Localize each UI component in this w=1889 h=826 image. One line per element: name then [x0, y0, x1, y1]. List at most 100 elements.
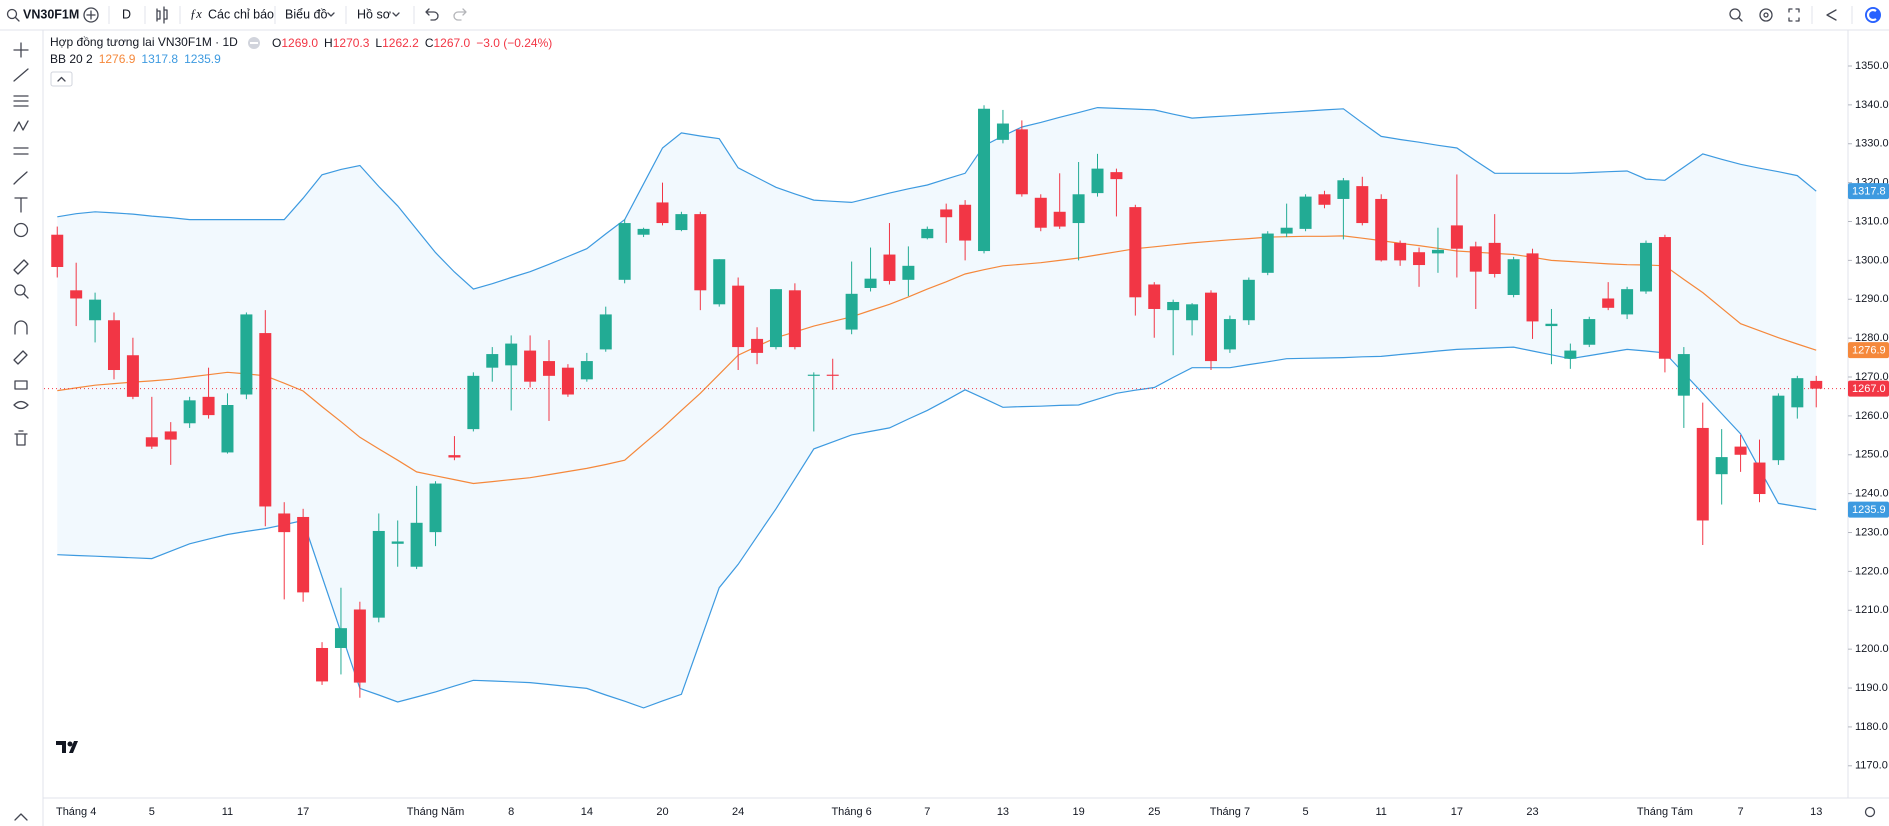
candle-body	[1223, 319, 1236, 350]
fib-tool[interactable]	[13, 95, 29, 107]
candle	[89, 292, 102, 343]
candle	[467, 372, 480, 432]
collapse-tool[interactable]	[14, 813, 28, 821]
ohlc-value: 1267.0	[433, 36, 470, 50]
settings-button[interactable]	[1759, 8, 1773, 22]
search-quote-button[interactable]	[1729, 8, 1741, 20]
candle	[278, 502, 291, 600]
candle-body	[978, 108, 991, 252]
x-tick-label: 14	[581, 806, 593, 818]
candle-body	[580, 361, 593, 380]
candle	[429, 481, 442, 547]
axis-settings[interactable]	[1864, 806, 1876, 818]
candle-body	[1621, 289, 1634, 315]
candle-body	[1015, 129, 1028, 195]
emoji-tool[interactable]	[13, 222, 29, 238]
candle	[769, 289, 782, 350]
zoom-tool[interactable]	[14, 284, 26, 296]
y-tick-label: 1250.0	[1855, 449, 1889, 461]
x-tick-label: 11	[1376, 806, 1387, 818]
candle	[202, 367, 215, 419]
candle-body	[1640, 242, 1653, 292]
x-tick-label: 11	[222, 806, 233, 818]
y-tick-label: 1210.0	[1855, 604, 1889, 616]
candle-body	[1186, 304, 1199, 321]
candle-body	[1810, 380, 1823, 389]
profile-button[interactable]: Hồ sơ	[357, 7, 391, 21]
visibility-tool[interactable]	[13, 400, 29, 410]
indicator-name: BB 20 2	[50, 52, 93, 66]
candle	[751, 327, 764, 365]
compare-button[interactable]	[83, 7, 99, 23]
candle	[240, 312, 253, 400]
y-tick-label: 1230.0	[1855, 526, 1889, 538]
tv-logo-mark	[69, 741, 78, 753]
candle	[996, 109, 1009, 144]
share-button[interactable]	[1826, 9, 1837, 21]
compare-icon	[86, 10, 96, 20]
brush-tool[interactable]	[13, 171, 28, 185]
candle	[448, 436, 461, 461]
ohlc-value: 1269.0	[281, 36, 318, 50]
chart-type-button[interactable]: Biểu đồ	[285, 7, 327, 21]
candle	[297, 508, 310, 602]
trend-line-tool[interactable]	[13, 68, 29, 82]
ruler-tool[interactable]	[13, 259, 29, 275]
candle-body	[524, 350, 537, 382]
candle	[864, 247, 877, 292]
y-tick-label: 1170.0	[1855, 760, 1888, 772]
redo-button[interactable]	[453, 8, 467, 21]
candle-body	[959, 204, 972, 241]
legend-collapse-button[interactable]	[50, 71, 73, 87]
tv-logo-mark	[56, 741, 66, 753]
delete-tool[interactable]	[14, 430, 28, 446]
price-badge	[1848, 342, 1889, 359]
candle-body	[429, 483, 442, 533]
candle-body	[1394, 242, 1407, 261]
candle-body	[1753, 462, 1766, 495]
projection-tool[interactable]	[13, 147, 29, 155]
price-badge	[1848, 183, 1889, 200]
interval[interactable]: D	[122, 7, 131, 21]
candle-body	[1337, 180, 1350, 199]
chart-style-button[interactable]	[156, 6, 168, 24]
candle	[713, 259, 726, 307]
magnet-tool[interactable]	[14, 320, 28, 335]
indicators-button[interactable]: Các chỉ báo	[208, 7, 274, 21]
candle	[1167, 299, 1180, 356]
candle-body	[675, 214, 688, 231]
candle-body	[599, 314, 612, 350]
candle	[543, 340, 556, 421]
right-tools	[1729, 6, 1881, 24]
candle	[145, 396, 158, 449]
candle	[1715, 429, 1728, 505]
crosshair-tool[interactable]	[13, 42, 29, 58]
candle	[486, 347, 499, 382]
pattern-tool[interactable]	[13, 120, 29, 132]
candle	[1602, 282, 1615, 311]
lock-tool[interactable]	[14, 380, 28, 390]
top-toolbar	[0, 0, 1889, 30]
candle	[694, 211, 707, 311]
candle-body	[1507, 259, 1520, 295]
candle-body	[89, 299, 102, 321]
candle-body	[259, 333, 272, 507]
text-tool[interactable]	[14, 197, 28, 213]
candle	[826, 358, 839, 390]
candle-body	[183, 400, 196, 424]
ohlc-value: 1270.3	[333, 36, 370, 50]
undo-button[interactable]	[425, 8, 439, 21]
candle-body	[883, 254, 896, 281]
candle	[978, 105, 991, 254]
x-tick-label: 25	[1148, 806, 1160, 818]
symbol-search[interactable]: VN30F1M	[6, 7, 80, 22]
candle-body	[334, 628, 347, 648]
lock-drawing-tool[interactable]	[13, 350, 28, 365]
x-tick-label: 7	[924, 806, 930, 818]
symbol[interactable]: VN30F1M	[23, 7, 79, 21]
fullscreen-button[interactable]	[1788, 8, 1800, 22]
x-tick-label: 19	[1072, 806, 1084, 818]
candle	[1621, 286, 1634, 320]
candle	[902, 246, 915, 297]
candle-body	[1583, 319, 1596, 345]
